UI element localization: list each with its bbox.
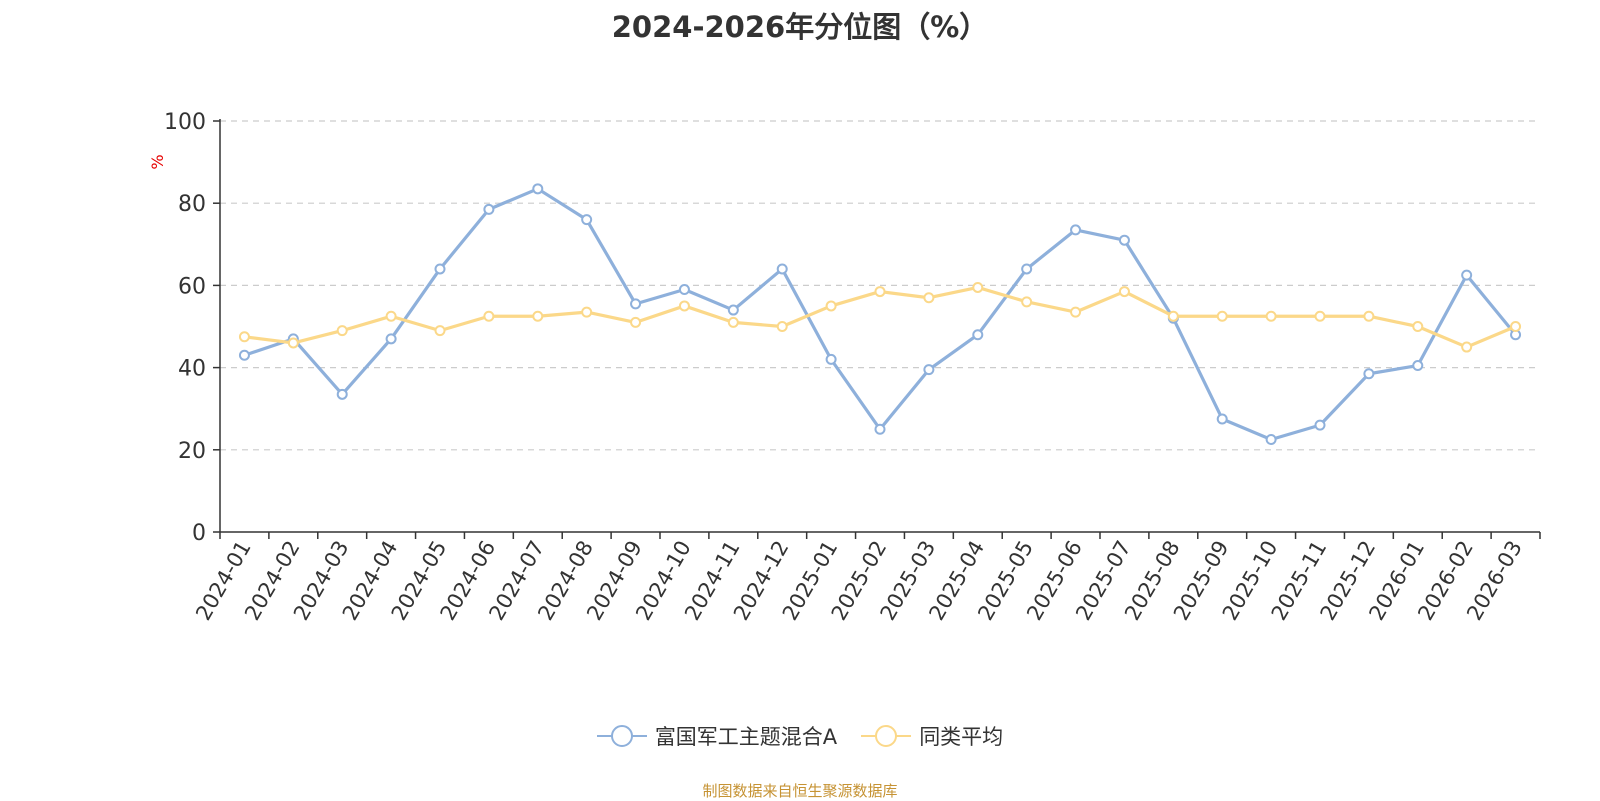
data-point-average <box>483 310 495 322</box>
data-point-fund <box>776 263 788 275</box>
data-point-fund <box>923 364 935 376</box>
y-tick-label: 100 <box>164 110 206 135</box>
data-point-fund <box>1363 368 1375 380</box>
data-point-average <box>972 281 984 293</box>
data-point-fund <box>1461 269 1473 281</box>
y-tick-label: 0 <box>192 521 206 546</box>
data-point-fund <box>1070 224 1082 236</box>
data-point-fund <box>1216 413 1228 425</box>
data-point-average <box>678 300 690 312</box>
data-point-fund <box>581 214 593 226</box>
data-point-average <box>776 321 788 332</box>
y-axis-label: % <box>148 154 167 169</box>
data-point-average <box>434 325 446 337</box>
y-tick-label: 80 <box>178 192 206 217</box>
data-point-average <box>1265 310 1277 322</box>
data-point-average <box>287 337 299 349</box>
data-point-fund <box>1265 434 1277 446</box>
source-note: 制图数据来自恒生聚源数据库 <box>702 782 898 800</box>
data-point-average <box>727 316 739 328</box>
data-point-average <box>630 316 642 328</box>
data-point-average <box>874 286 886 298</box>
data-point-average <box>1118 286 1130 298</box>
data-point-average <box>581 306 593 318</box>
data-point-fund <box>385 333 397 345</box>
data-point-fund <box>238 349 250 361</box>
data-point-fund <box>1021 263 1033 275</box>
y-tick-label: 40 <box>178 357 206 382</box>
data-point-fund <box>727 304 739 316</box>
data-point-average <box>923 292 935 304</box>
y-tick-label: 60 <box>178 274 206 299</box>
legend-average-label: 同类平均 <box>919 725 1004 749</box>
legend-average-marker-icon <box>861 725 912 747</box>
legend-fund-label: 富国军工主题混合A <box>654 725 838 749</box>
data-point-fund <box>532 183 544 195</box>
data-point-fund <box>483 203 495 215</box>
data-point-fund <box>630 298 642 310</box>
y-tick-label: 20 <box>178 439 206 464</box>
data-point-fund <box>1118 234 1130 246</box>
data-point-fund <box>1412 360 1424 372</box>
data-point-average <box>532 310 544 322</box>
data-point-average <box>1510 321 1522 332</box>
axes <box>213 119 1541 539</box>
data-point-fund <box>678 284 690 296</box>
data-point-fund <box>825 353 837 365</box>
gridlines <box>220 120 1540 451</box>
legend-item-fund[interactable]: 富国军工主题混合A <box>596 721 838 751</box>
data-point-average <box>385 310 397 322</box>
data-point-fund <box>972 329 984 341</box>
data-point-average <box>1021 296 1033 308</box>
data-point-average <box>1216 310 1228 322</box>
data-point-average <box>1461 341 1473 353</box>
data-point-average <box>825 300 837 312</box>
legend: 富国军工主题混合A 同类平均 <box>0 721 1600 751</box>
data-point-fund <box>336 388 348 400</box>
data-point-average <box>336 325 348 337</box>
legend-item-average[interactable]: 同类平均 <box>861 721 1003 751</box>
data-point-average <box>1363 310 1375 322</box>
data-point-fund <box>874 423 886 435</box>
data-point-average <box>238 331 250 343</box>
legend-fund-marker-icon <box>596 725 647 747</box>
data-point-average <box>1412 321 1424 332</box>
data-point-fund <box>1314 419 1326 431</box>
series-lines <box>238 183 1522 446</box>
data-point-average <box>1314 310 1326 322</box>
chart-title: 2024-2026年分位图（%） <box>611 10 989 44</box>
data-point-average <box>1167 310 1179 322</box>
data-point-fund <box>434 263 446 275</box>
data-point-average <box>1070 306 1082 318</box>
